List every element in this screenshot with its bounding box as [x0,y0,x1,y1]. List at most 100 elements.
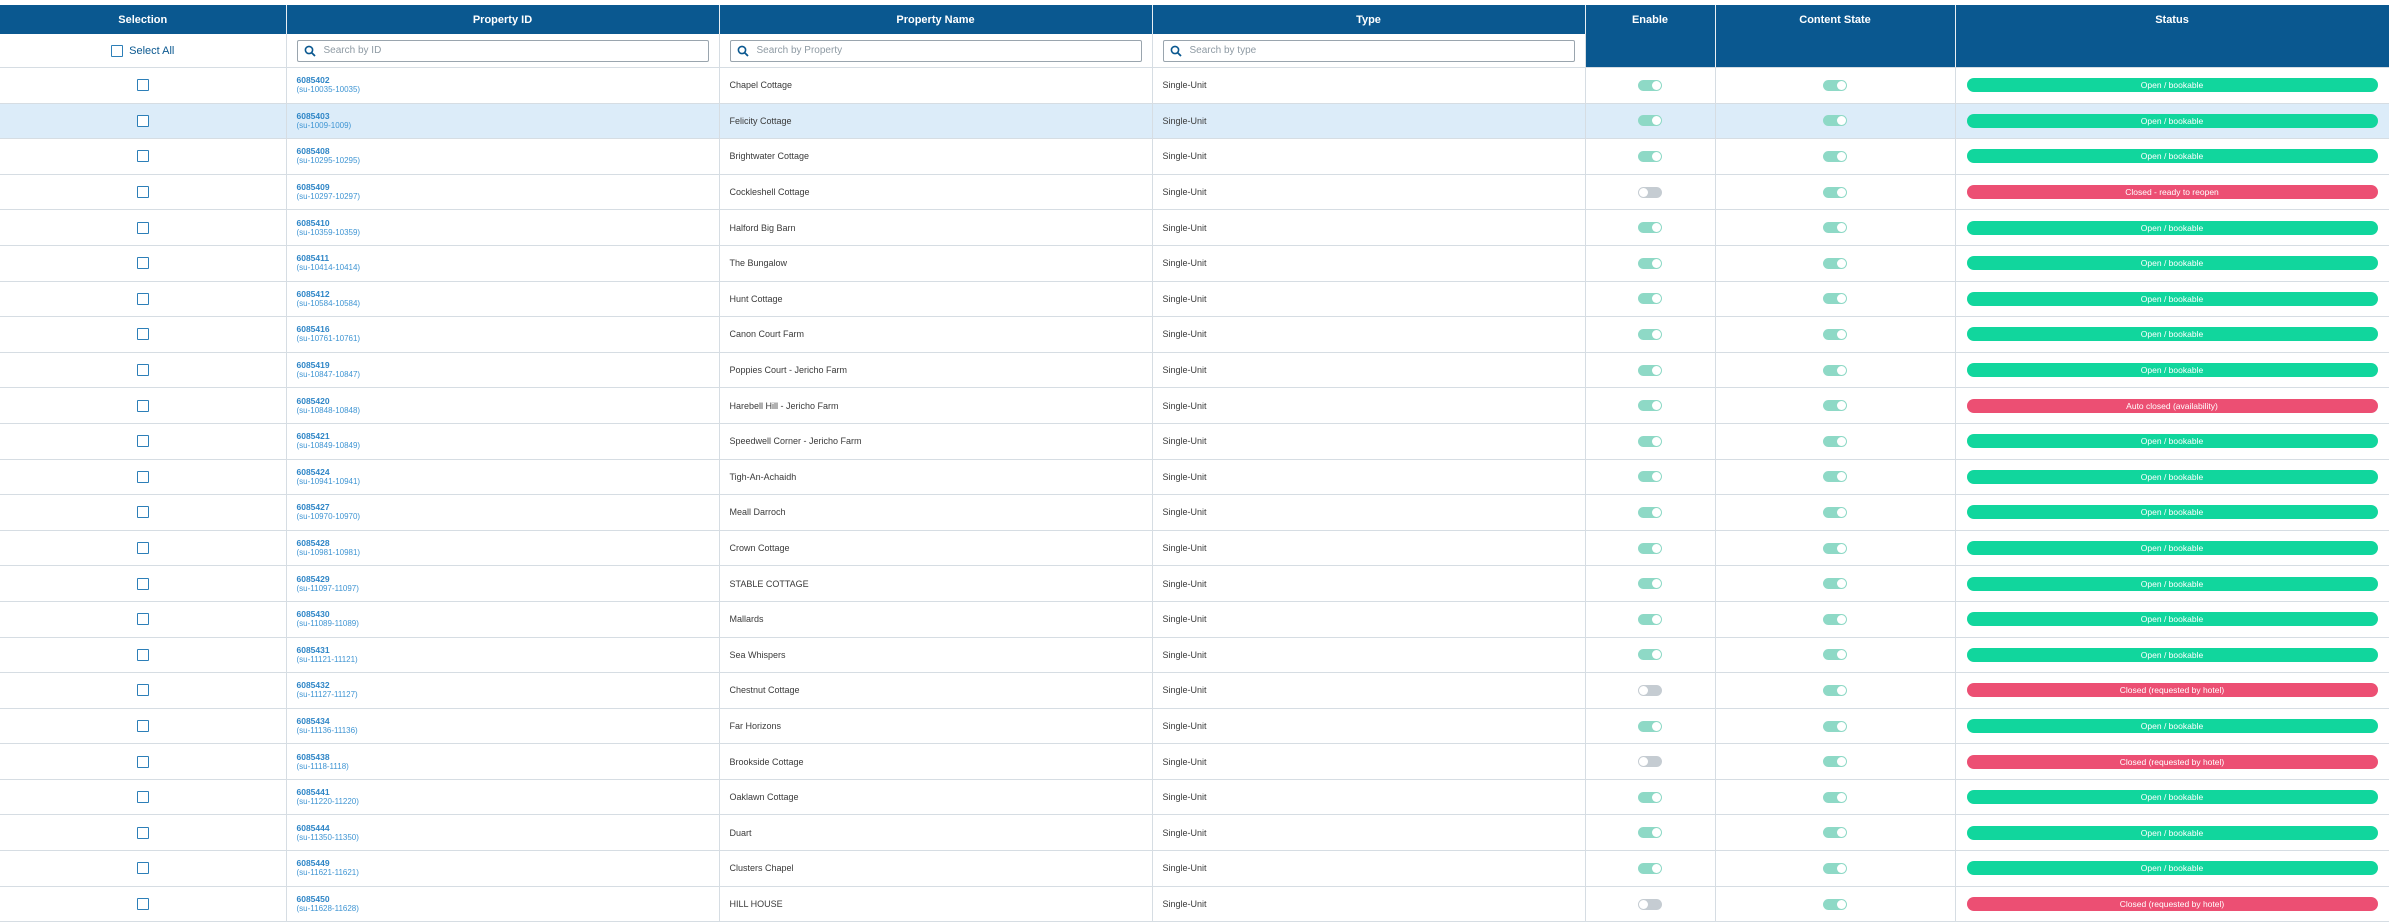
table-row[interactable]: 6085403 (su-1009-1009) Felicity Cottage … [0,103,2389,140]
row-checkbox[interactable] [136,755,149,768]
table-row[interactable]: 6085430 (su-11089-11089) Mallards Single… [0,601,2389,638]
property-id-link[interactable]: 6085438 [296,751,330,762]
table-row[interactable]: 6085410 (su-10359-10359) Halford Big Bar… [0,209,2389,246]
row-checkbox[interactable] [136,791,149,804]
enable-toggle[interactable] [1638,578,1662,590]
property-id-link[interactable]: 6085421 [296,431,330,442]
enable-toggle[interactable] [1638,115,1662,127]
content-state-toggle[interactable] [1823,400,1847,412]
content-state-toggle[interactable] [1823,471,1847,483]
row-checkbox[interactable] [136,114,149,127]
content-state-toggle[interactable] [1823,186,1847,198]
content-state-toggle[interactable] [1823,151,1847,163]
enable-toggle[interactable] [1638,222,1662,234]
row-checkbox[interactable] [136,684,149,697]
content-state-toggle[interactable] [1823,684,1847,696]
enable-toggle[interactable] [1638,542,1662,554]
table-row[interactable]: 6085444 (su-11350-11350) Duart Single-Un… [0,814,2389,852]
property-id-link[interactable]: 6085427 [296,502,330,513]
enable-toggle[interactable] [1638,613,1662,625]
row-checkbox[interactable] [136,328,149,341]
content-state-toggle[interactable] [1823,542,1847,554]
enable-toggle[interactable] [1638,649,1662,661]
row-checkbox[interactable] [136,897,149,910]
table-row[interactable]: 6085431 (su-11121-11121) Sea Whispers Si… [0,637,2389,674]
content-state-toggle[interactable] [1823,827,1847,839]
enable-toggle[interactable] [1638,400,1662,412]
table-row[interactable]: 6085421 (su-10849-10849) Speedwell Corne… [0,423,2389,460]
row-checkbox[interactable] [136,257,149,270]
row-checkbox[interactable] [136,79,149,92]
content-state-toggle[interactable] [1823,756,1847,768]
enable-toggle[interactable] [1638,79,1662,91]
enable-toggle[interactable] [1638,720,1662,732]
id-search-box[interactable] [296,39,709,62]
table-row[interactable]: 6085428 (su-10981-10981) Crown Cottage S… [0,530,2389,567]
content-state-toggle[interactable] [1823,115,1847,127]
content-state-toggle[interactable] [1823,791,1847,803]
content-state-toggle[interactable] [1823,898,1847,910]
content-state-toggle[interactable] [1823,862,1847,874]
header-status[interactable]: Status [1955,5,2389,34]
table-row[interactable]: 6085411 (su-10414-10414) The Bungalow Si… [0,245,2389,282]
header-enable[interactable]: Enable [1585,5,1716,34]
row-checkbox[interactable] [136,399,149,412]
table-row[interactable]: 6085441 (su-11220-11220) Oaklawn Cottage… [0,779,2389,816]
enable-toggle[interactable] [1638,329,1662,341]
content-state-toggle[interactable] [1823,329,1847,341]
row-checkbox[interactable] [136,577,149,590]
row-checkbox[interactable] [136,292,149,305]
property-id-link[interactable]: 6085450 [296,893,330,904]
enable-toggle[interactable] [1638,684,1662,696]
enable-toggle[interactable] [1638,756,1662,768]
content-state-toggle[interactable] [1823,79,1847,91]
row-checkbox[interactable] [136,542,149,555]
property-id-link[interactable]: 6085410 [296,217,330,228]
content-state-toggle[interactable] [1823,257,1847,269]
type-search-input[interactable] [1187,44,1568,57]
property-id-link[interactable]: 6085419 [296,360,330,371]
row-checkbox[interactable] [136,186,149,199]
table-row[interactable]: 6085429 (su-11097-11097) STABLE COTTAGE … [0,565,2389,602]
property-search-input[interactable] [754,44,1135,57]
content-state-toggle[interactable] [1823,435,1847,447]
property-id-link[interactable]: 6085428 [296,538,330,549]
row-checkbox[interactable] [136,648,149,661]
enable-toggle[interactable] [1638,151,1662,163]
property-id-link[interactable]: 6085431 [296,644,330,655]
row-checkbox[interactable] [136,719,149,732]
property-id-link[interactable]: 6085409 [296,182,330,193]
select-all-checkbox[interactable] [111,44,124,57]
row-checkbox[interactable] [136,435,149,448]
property-id-link[interactable]: 6085432 [296,680,330,691]
property-id-link[interactable]: 6085429 [296,573,330,584]
content-state-toggle[interactable] [1823,613,1847,625]
header-property-id[interactable]: Property ID [286,5,720,34]
property-id-link[interactable]: 6085412 [296,288,330,299]
row-checkbox[interactable] [136,613,149,626]
row-checkbox[interactable] [136,364,149,377]
header-type[interactable]: Type [1152,5,1586,34]
enable-toggle[interactable] [1638,435,1662,447]
enable-toggle[interactable] [1638,862,1662,874]
header-selection[interactable]: Selection [0,5,287,34]
header-content-state[interactable]: Content State [1715,5,1956,34]
table-row[interactable]: 6085402 (su-10035-10035) Chapel Cottage … [0,67,2389,104]
enable-toggle[interactable] [1638,471,1662,483]
table-row[interactable]: 6085408 (su-10295-10295) Brightwater Cot… [0,138,2389,175]
table-row[interactable]: 6085434 (su-11136-11136) Far Horizons Si… [0,708,2389,745]
enable-toggle[interactable] [1638,364,1662,376]
enable-toggle[interactable] [1638,257,1662,269]
property-id-link[interactable]: 6085408 [296,146,330,157]
table-row[interactable]: 6085416 (su-10761-10761) Canon Court Far… [0,316,2389,353]
content-state-toggle[interactable] [1823,649,1847,661]
property-id-link[interactable]: 6085441 [296,787,330,798]
content-state-toggle[interactable] [1823,578,1847,590]
select-all[interactable]: Select All [10,44,276,57]
row-checkbox[interactable] [136,470,149,483]
property-id-link[interactable]: 6085416 [296,324,330,335]
property-id-link[interactable]: 6085434 [296,715,330,726]
property-id-link[interactable]: 6085444 [296,822,330,833]
enable-toggle[interactable] [1638,186,1662,198]
enable-toggle[interactable] [1638,293,1662,305]
